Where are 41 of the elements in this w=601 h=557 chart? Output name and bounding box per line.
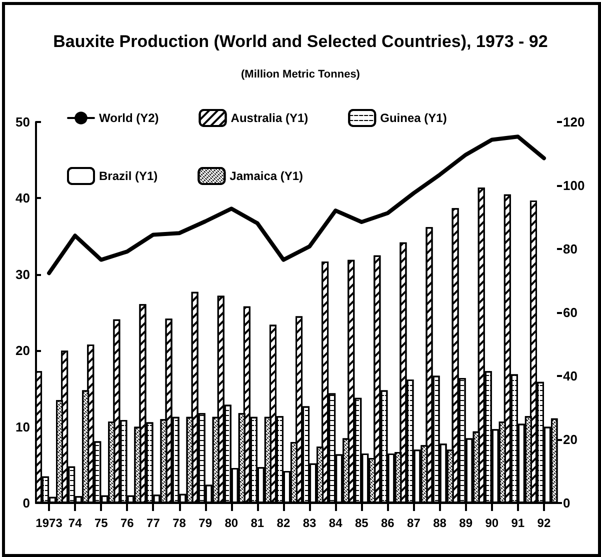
x-tick-label: 85 [354,516,369,530]
y2-tick-label: 40 [563,368,578,384]
x-tick-label: 74 [68,516,82,530]
x-tick-label: 92 [537,516,551,530]
chart-subtitle: (Million Metric Tonnes) [241,68,360,80]
x-tick-label: 1973 [36,516,63,530]
x-tick-label: 79 [198,516,212,530]
x-tick-label: 82 [276,516,290,530]
x-tick-label: 87 [407,516,421,530]
x-tick-label: 83 [302,516,317,530]
legend-label: Jamaica (Y1) [230,169,304,183]
y-tick-label: 20 [16,343,30,358]
x-tick-label: 76 [120,516,134,530]
legend-label: Brazil (Y1) [99,169,158,183]
x-tick-label: 75 [94,516,108,530]
x-tick-label: 78 [172,516,186,530]
y-tick-label: 40 [16,190,30,206]
x-tick-label: 86 [380,516,395,530]
y2-tick-label: 60 [563,305,578,320]
y-tick-label: 50 [16,114,30,130]
x-tick-label: 90 [485,516,499,530]
x-tick-label: 84 [328,516,343,530]
y2-tick-label: 0 [563,496,570,510]
x-tick-label: 88 [433,516,447,530]
y2-tick-label: 80 [563,242,578,256]
y-tick-label: 0 [22,496,30,510]
x-tick-label: 81 [250,516,264,530]
y2-tick-label: 20 [563,432,578,447]
y-tick-label: 10 [16,419,30,434]
y2-tick-label: 100 [563,178,585,193]
line-series [47,134,546,276]
chart-title: Bauxite Production (World and Selected Countries), 1973 - 92 [53,32,548,51]
legend-label: Australia (Y1) [230,111,308,125]
x-tick-label: 77 [146,516,160,530]
legend-label: Guinea (Y1) [380,111,447,125]
legend-label: World (Y2) [99,111,159,125]
x-tick-label: 89 [459,516,473,530]
y-tick-label: 30 [16,266,30,282]
x-tick-label: 91 [511,516,525,530]
x-tick-label: 80 [224,516,238,530]
y2-tick-label: 120 [563,114,585,130]
